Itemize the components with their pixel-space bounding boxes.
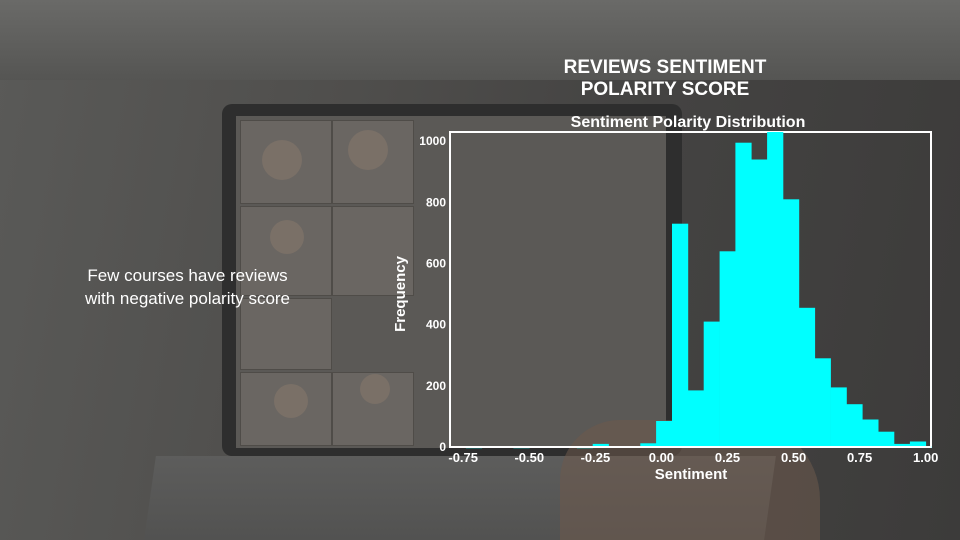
x-tick-label: 0.75	[847, 450, 872, 465]
bars-group	[450, 132, 932, 449]
y-tick-label: 200	[426, 379, 446, 393]
histogram-bar	[894, 443, 911, 447]
slide-title-line: POLARITY SCORE	[580, 79, 750, 100]
y-tick-label: 600	[426, 257, 446, 271]
histogram-bar	[846, 404, 863, 447]
histogram-bar	[751, 159, 768, 447]
histogram-bar	[814, 358, 831, 447]
histogram-bar	[878, 431, 895, 447]
x-ticks-group: -0.75 -0.50 -0.25 0.00 0.25 0.50 0.75 1.00	[448, 450, 938, 465]
person-avatar	[274, 384, 308, 418]
histogram-bar	[830, 387, 847, 447]
y-ticks-group: 0 200 400 600 800 1000	[419, 134, 446, 454]
person-avatar	[262, 140, 302, 180]
histogram-bar	[909, 441, 927, 447]
x-tick-label: -0.50	[514, 450, 544, 465]
y-tick-label: 800	[426, 195, 446, 209]
person-avatar	[360, 374, 390, 404]
slide-title-line: REVIEWS SENTIMENT	[563, 57, 767, 78]
x-tick-label: 1.00	[913, 450, 938, 465]
histogram-bar	[862, 419, 879, 447]
x-axis-label: Sentiment	[655, 466, 728, 483]
histogram-bar	[798, 307, 816, 447]
x-tick-label: -0.25	[581, 450, 611, 465]
side-caption: Few courses have reviews with negative p…	[40, 264, 335, 310]
histogram-bar	[719, 251, 736, 447]
y-tick-label: 1000	[419, 134, 446, 148]
histogram-bar	[703, 321, 720, 447]
slide-title: REVIEWS SENTIMENT POLARITY SCORE	[520, 57, 810, 101]
y-axis-label: Frequency	[392, 255, 409, 332]
side-caption-line: with negative polarity score	[84, 289, 291, 308]
y-tick-label: 0	[439, 440, 446, 454]
histogram-bar	[783, 199, 800, 447]
video-tile	[332, 206, 414, 296]
background-top-band	[0, 0, 960, 80]
x-tick-label: -0.75	[448, 450, 478, 465]
person-avatar	[270, 220, 304, 254]
histogram-bar	[767, 132, 784, 447]
y-tick-label: 400	[426, 318, 446, 332]
side-caption-line: Few courses have reviews	[87, 266, 288, 285]
chart-title: Sentiment Polarity Distribution	[571, 114, 806, 131]
histogram-bar	[672, 223, 689, 447]
histogram-bar	[640, 443, 657, 447]
person-avatar	[348, 130, 388, 170]
x-tick-label: 0.00	[649, 450, 674, 465]
histogram-bar	[735, 142, 752, 447]
video-tile	[240, 298, 332, 370]
x-tick-label: 0.25	[715, 450, 740, 465]
histogram-bar	[592, 443, 609, 447]
histogram-bar	[656, 421, 673, 447]
x-tick-label: 0.50	[781, 450, 806, 465]
histogram-bar	[687, 390, 705, 447]
